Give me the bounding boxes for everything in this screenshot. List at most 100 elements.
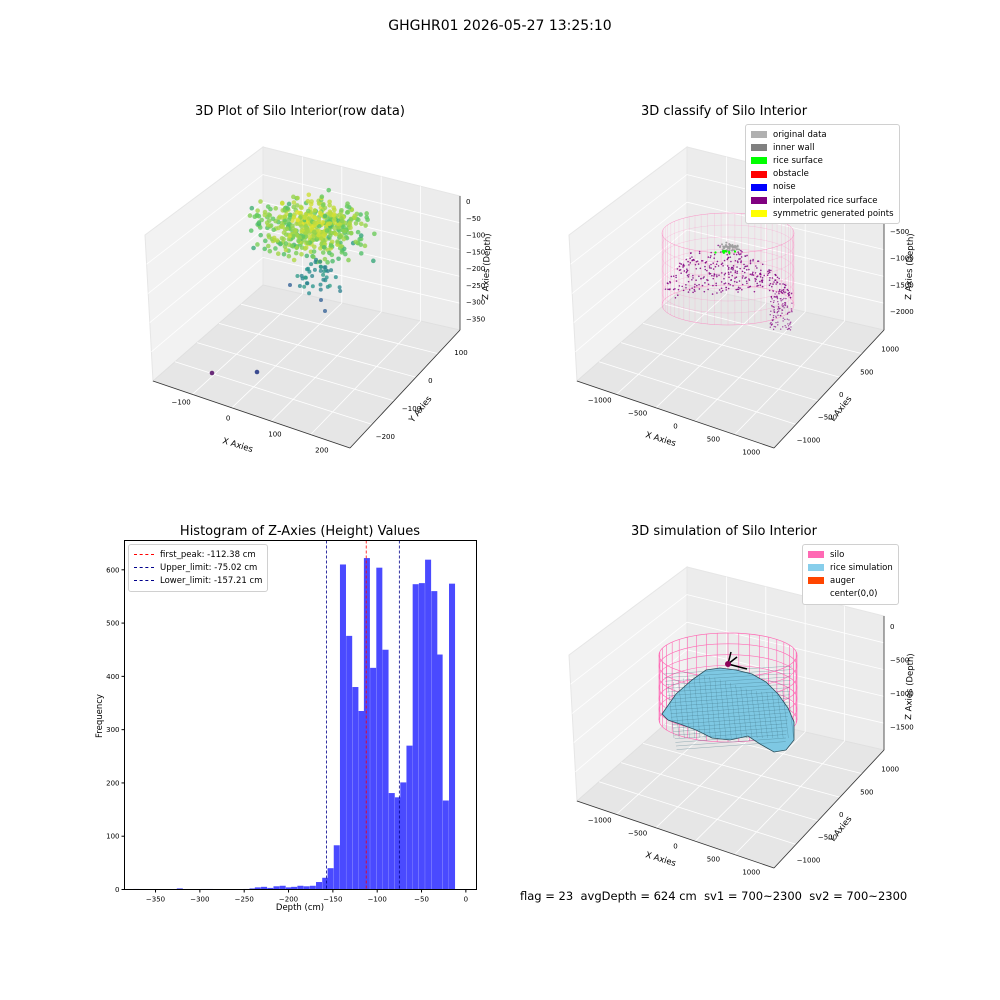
data-point xyxy=(299,224,304,229)
p2-legend-item: interpolated rice surface xyxy=(751,194,894,207)
histogram-frame xyxy=(124,540,477,890)
interpolated-point xyxy=(726,265,729,267)
data-point xyxy=(249,205,255,211)
interpolated-point xyxy=(676,268,679,270)
interpolated-point xyxy=(761,277,764,279)
interpolated-point xyxy=(691,287,693,289)
interpolated-point xyxy=(706,269,708,272)
data-point xyxy=(326,248,331,253)
interpolated-point xyxy=(732,265,735,267)
original-point xyxy=(728,246,731,249)
interpolated-point xyxy=(708,266,711,269)
data-point xyxy=(318,282,323,287)
silo-ring xyxy=(658,665,798,710)
grid-line xyxy=(655,302,767,409)
data-point xyxy=(311,223,317,228)
interpolated-point xyxy=(754,272,757,274)
data-point xyxy=(358,242,364,247)
data-point xyxy=(319,229,324,235)
interpolated-point xyxy=(732,268,734,271)
interpolated-point xyxy=(754,280,757,282)
data-point xyxy=(355,229,361,235)
data-point xyxy=(283,207,289,213)
legend-swatch xyxy=(808,577,824,585)
legend-label: inner wall xyxy=(773,142,815,153)
data-point xyxy=(287,225,293,231)
data-point xyxy=(325,212,330,217)
axes-pane-floor xyxy=(576,284,885,449)
interpolated-point xyxy=(761,281,764,284)
data-point xyxy=(305,220,311,225)
grid-line xyxy=(620,762,819,822)
data-point xyxy=(347,205,352,210)
original-point xyxy=(729,245,732,248)
data-point xyxy=(283,205,289,211)
data-point xyxy=(318,259,323,264)
original-point xyxy=(728,245,731,248)
surface-mesh-line xyxy=(756,691,763,739)
z-tick-label: 0 xyxy=(466,198,470,206)
data-point xyxy=(281,236,286,242)
data-point xyxy=(337,216,343,221)
data-point xyxy=(311,229,317,235)
status-footer: flag = 23 avgDepth = 624 cm sv1 = 700~23… xyxy=(520,889,907,903)
histogram-legend-item: Upper_limit: -75.02 cm xyxy=(134,561,262,574)
p1-ylabel: Y Axies xyxy=(407,394,435,426)
data-point xyxy=(325,223,331,229)
data-point xyxy=(322,213,328,219)
data-point xyxy=(295,217,300,223)
data-point xyxy=(298,210,304,216)
interpolated-point xyxy=(753,290,756,293)
data-point xyxy=(307,240,313,245)
data-point xyxy=(331,230,337,236)
data-point xyxy=(287,221,292,227)
data-point xyxy=(325,260,330,265)
data-point xyxy=(313,260,318,265)
surface-mesh-line xyxy=(666,680,791,689)
grid-line xyxy=(734,740,845,855)
interpolated-point xyxy=(780,328,782,330)
original-point xyxy=(725,243,728,246)
interpolated-point xyxy=(685,271,688,274)
interpolated-point xyxy=(694,290,696,292)
data-point xyxy=(314,237,319,242)
legend-swatch xyxy=(751,131,767,139)
histogram-bar xyxy=(412,584,419,890)
data-point xyxy=(327,233,333,238)
interpolated-point xyxy=(713,257,716,259)
surface-mesh-line xyxy=(671,712,789,721)
original-point xyxy=(736,248,739,251)
original-point xyxy=(728,243,731,246)
data-point xyxy=(339,213,345,219)
data-point xyxy=(294,244,300,249)
data-point xyxy=(337,235,342,240)
data-point xyxy=(298,233,304,238)
auger-arm xyxy=(727,651,732,665)
interpolated-point xyxy=(693,288,696,291)
interpolated-point xyxy=(725,286,727,289)
interpolated-point xyxy=(713,275,715,277)
legend-label: rice surface xyxy=(773,155,823,166)
data-point xyxy=(352,213,358,219)
interpolated-point xyxy=(759,272,762,275)
interpolated-point xyxy=(782,283,784,285)
p4-ylabel: Y Axies xyxy=(827,814,855,846)
p2-xlabel: X Axies xyxy=(644,430,677,449)
data-point xyxy=(335,221,341,227)
z-tick-label: −200 xyxy=(466,265,485,273)
interpolated-point xyxy=(770,305,773,307)
p4-axes-box xyxy=(568,566,885,869)
legend-label: first_peak: -112.38 cm xyxy=(160,549,256,560)
interpolated-point xyxy=(781,309,784,311)
interpolated-point xyxy=(696,260,699,262)
data-point xyxy=(279,235,285,241)
interpolated-point xyxy=(724,272,727,275)
data-point xyxy=(308,211,313,217)
data-point xyxy=(284,226,290,232)
interpolated-point xyxy=(773,281,775,283)
grid-line xyxy=(262,229,461,277)
interpolated-point xyxy=(689,262,692,264)
rice-surface-point xyxy=(728,250,731,254)
interpolated-point xyxy=(719,245,721,247)
x-tick-label: −350 xyxy=(146,896,165,904)
